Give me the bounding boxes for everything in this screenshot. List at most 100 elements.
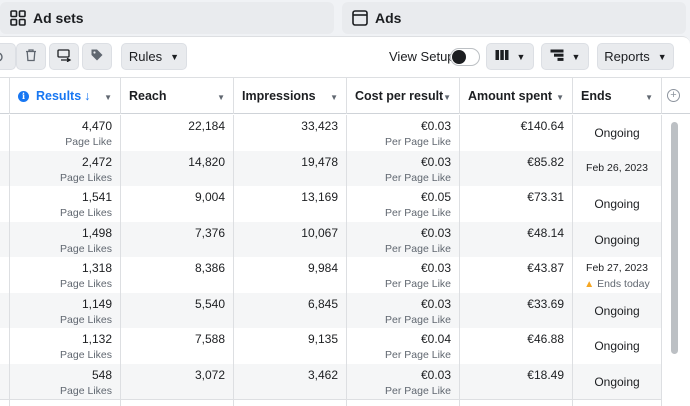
tag-button[interactable] [82, 43, 112, 70]
cost-type: Per Page Like [385, 384, 451, 397]
impressions-cell: 9,135 [234, 328, 347, 364]
reach-value: 8,386 [194, 261, 225, 275]
reach-value: 7,376 [194, 225, 225, 240]
table-row[interactable]: 2,472 Page Likes 14,820 19,478 €0.03 Per… [0, 150, 662, 186]
ends-value: Ongoing [594, 126, 640, 140]
results-value: 1,541 [81, 190, 112, 204]
partial-cell [0, 221, 10, 257]
partial-cell [0, 150, 10, 186]
table-header: i Results ↓ ▼ Reach ▼ Impressions ▼ Cost… [0, 78, 690, 114]
chevron-down-icon: ▼ [516, 51, 526, 62]
chevron-down-icon[interactable]: ▼ [217, 93, 225, 102]
column-header-amount-spent[interactable]: Amount spent ▼ [460, 78, 573, 114]
results-type: Page Likes [60, 242, 112, 255]
breakdown-button[interactable]: ▼ [541, 43, 589, 70]
ends-value: Ongoing [594, 197, 640, 211]
amount-cell: €33.69 [460, 292, 573, 328]
cost-cell: €0.03 Per Page Like [347, 292, 460, 328]
tab-ad-sets[interactable]: Ad sets [0, 2, 334, 34]
duplicate-button[interactable] [49, 43, 79, 70]
view-setup-toggle[interactable] [450, 48, 480, 66]
cost-cell: €0.03 Per Page Like [347, 221, 460, 257]
reach-cell: 7,588 [121, 328, 234, 364]
window-icon [352, 10, 368, 26]
impressions-cell: 19,478 [234, 150, 347, 186]
results-type: Page Likes [60, 313, 112, 326]
table-row[interactable]: 548 Page Likes 3,072 3,462 €0.03 Per Pag… [0, 363, 662, 399]
column-header-partial [0, 78, 10, 114]
column-header-ends[interactable]: Ends ▼ [573, 78, 662, 114]
results-value: 4,470 [81, 119, 112, 133]
partial-button[interactable] [0, 43, 16, 70]
table-row[interactable]: 4,470 Page Like 22,184 33,423 €0.03 Per … [0, 115, 662, 151]
results-type: Page Likes [60, 384, 112, 397]
reach-cell: 14,820 [121, 150, 234, 186]
amount-cell: €48.14 [460, 221, 573, 257]
plus-circle-icon[interactable]: + [667, 89, 680, 102]
ends-value: Ongoing [594, 303, 640, 318]
cost-type: Per Page Like [385, 136, 451, 148]
impressions-cell: 33,423 [234, 115, 347, 151]
partial-cell [0, 292, 10, 328]
table-row[interactable]: 1,132 Page Likes 7,588 9,135 €0.04 Per P… [0, 328, 662, 364]
impressions-value: 9,135 [307, 332, 338, 346]
ends-cell: Ongoing [573, 115, 662, 151]
results-type: Page Like [65, 136, 112, 148]
partial-cell [0, 186, 10, 222]
view-setup-label: View Setup [389, 49, 455, 64]
chevron-down-icon[interactable]: ▼ [330, 93, 338, 102]
cost-cell: €0.05 Per Page Like [347, 186, 460, 222]
delete-button[interactable] [16, 43, 46, 70]
impressions-cell: 10,067 [234, 221, 347, 257]
reach-value: 5,540 [194, 296, 225, 311]
table-row[interactable]: 1,318 Page Likes 8,386 9,984 €0.03 Per P… [0, 257, 662, 293]
column-header-reach[interactable]: Reach ▼ [121, 78, 234, 114]
ad-sets-panel: Rules ▼ View Setup ▼ ▼ Reports ▼ [0, 36, 690, 406]
cost-type: Per Page Like [385, 207, 451, 219]
chevron-down-icon[interactable]: ▼ [645, 93, 653, 102]
column-header-impressions[interactable]: Impressions ▼ [234, 78, 347, 114]
rules-button[interactable]: Rules ▼ [121, 43, 187, 70]
results-cell: 1,149 Page Likes [10, 292, 121, 328]
cost-value: €0.03 [420, 296, 451, 311]
chevron-down-icon: ▼ [170, 51, 180, 62]
partial-cell [0, 257, 10, 293]
partial-cell [573, 400, 662, 406]
amount-value: €85.82 [527, 154, 564, 169]
tab-ads[interactable]: Ads [342, 2, 686, 34]
table-row[interactable]: 1,498 Page Likes 7,376 10,067 €0.03 Per … [0, 221, 662, 257]
partial-cell [10, 400, 121, 406]
chevron-down-icon[interactable]: ▼ [104, 93, 112, 102]
impressions-header-label: Impressions [242, 89, 316, 103]
scrollbar-thumb[interactable] [671, 122, 678, 354]
cost-type: Per Page Like [385, 278, 451, 290]
cost-value: €0.03 [420, 261, 451, 275]
cost-cell: €0.03 Per Page Like [347, 150, 460, 186]
column-header-results[interactable]: i Results ↓ ▼ [10, 78, 121, 114]
cost-value: €0.04 [420, 332, 451, 346]
chevron-down-icon[interactable]: ▼ [443, 93, 451, 102]
ends-header-label: Ends [581, 89, 612, 103]
columns-button[interactable]: ▼ [486, 43, 534, 70]
impressions-value: 9,984 [307, 261, 338, 275]
partial-cell [347, 400, 460, 406]
cost-cell: €0.04 Per Page Like [347, 328, 460, 364]
cost-type: Per Page Like [385, 242, 451, 255]
column-header-cost-per-result[interactable]: Cost per result ▼ [347, 78, 460, 114]
chevron-down-icon[interactable]: ▼ [556, 93, 564, 102]
info-icon[interactable]: i [18, 90, 29, 102]
sort-arrow-icon: ↓ [84, 89, 91, 103]
partial-cell [234, 400, 347, 406]
impressions-cell: 9,984 [234, 257, 347, 293]
reports-button[interactable]: Reports ▼ [597, 43, 674, 70]
impressions-cell: 6,845 [234, 292, 347, 328]
table-row[interactable]: 1,149 Page Likes 5,540 6,845 €0.03 Per P… [0, 292, 662, 328]
table-row[interactable]: 1,541 Page Likes 9,004 13,169 €0.05 Per … [0, 186, 662, 222]
cost-value: €0.03 [420, 154, 451, 169]
ends-warning-text: Ends today [597, 278, 650, 290]
results-value: 1,149 [81, 296, 112, 311]
results-cell: 1,498 Page Likes [10, 221, 121, 257]
warning-icon: ▲ [584, 279, 595, 290]
table-row-partial [0, 399, 662, 406]
reach-cell: 8,386 [121, 257, 234, 293]
